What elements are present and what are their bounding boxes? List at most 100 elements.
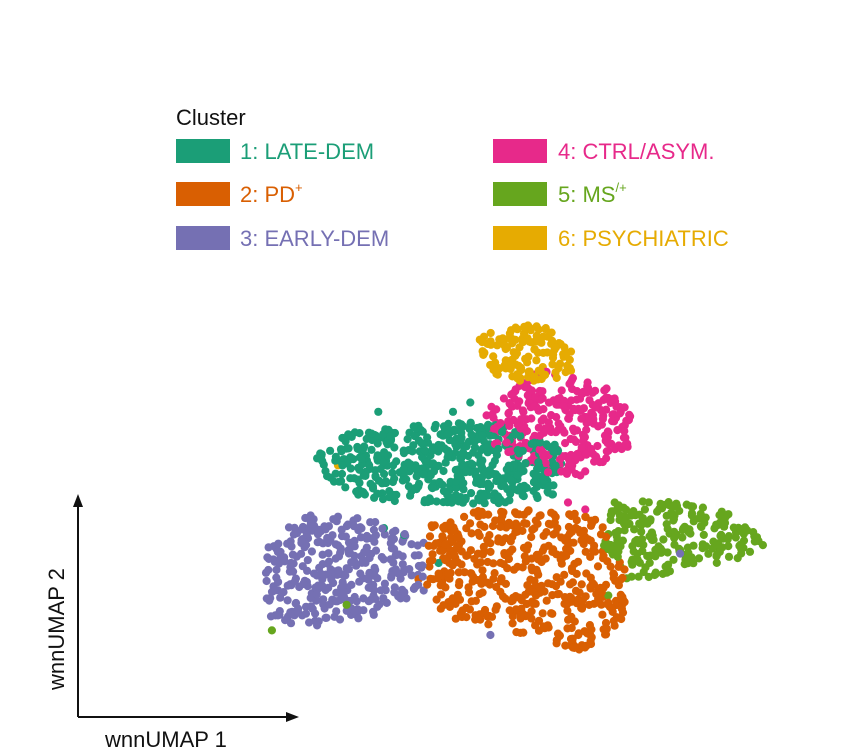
scatter-point-cluster-3 xyxy=(389,535,398,544)
scatter-point-cluster-4 xyxy=(527,414,536,423)
scatter-point-cluster-1 xyxy=(519,492,528,501)
scatter-point-cluster-3 xyxy=(333,541,343,550)
scatter-point-cluster-1 xyxy=(490,456,499,465)
scatter-point-cluster-1 xyxy=(316,449,325,458)
scatter-point-cluster-6 xyxy=(498,334,507,343)
scatter-point-cluster-5 xyxy=(680,522,689,531)
scatter-point-cluster-2 xyxy=(489,559,498,568)
scatter-point-cluster-1 xyxy=(428,443,437,452)
scatter-point-cluster-4 xyxy=(576,471,585,480)
scatter-point-cluster-3 xyxy=(289,530,298,539)
scatter-point-cluster-2 xyxy=(527,532,536,542)
scatter-point-cluster-3 xyxy=(276,593,285,602)
scatter-point-cluster-1 xyxy=(505,496,514,505)
scatter-point-cluster-2 xyxy=(556,577,565,586)
scatter-point-cluster-2 xyxy=(509,565,519,574)
scatter-point-cluster-3 xyxy=(334,552,344,561)
scatter-point-cluster-2 xyxy=(529,599,538,609)
scatter-point-cluster-2 xyxy=(589,546,598,555)
scatter-point-cluster-2 xyxy=(469,572,478,581)
scatter-point-cluster-5 xyxy=(682,500,691,509)
scatter-point-cluster-3 xyxy=(273,611,283,620)
scatter-point-cluster-5 xyxy=(758,541,768,550)
scatter-point-cluster-5 xyxy=(651,552,660,561)
scatter-point-cluster-5 xyxy=(608,507,618,516)
scatter-point-cluster-4 xyxy=(582,425,591,434)
scatter-point-cluster-3 xyxy=(400,588,409,597)
scatter-point-cluster-5 xyxy=(627,572,636,581)
scatter-point-cluster-2 xyxy=(553,590,562,599)
scatter-point-cluster-2 xyxy=(427,521,436,530)
scatter-point-cluster-2 xyxy=(494,534,503,543)
scatter-point-cluster-1 xyxy=(384,425,393,434)
scatter-point-cluster-4 xyxy=(591,386,600,395)
scatter-point-cluster-1 xyxy=(439,466,448,476)
scatter-point-cluster-1 xyxy=(367,429,376,438)
scatter-point-cluster-6 xyxy=(492,367,501,376)
scatter-point-cluster-1 xyxy=(409,422,418,431)
scatter-point-cluster-2 xyxy=(445,602,454,612)
scatter-point-cluster-2 xyxy=(546,520,555,529)
scatter-point-cluster-1 xyxy=(374,476,383,485)
scatter-point-cluster-2 xyxy=(496,522,505,532)
scatter-point-cluster-1 xyxy=(434,443,443,452)
scatter-point-cluster-6 xyxy=(486,337,495,346)
scatter-point-cluster-4 xyxy=(582,388,591,397)
scatter-point-cluster-2 xyxy=(555,632,564,641)
scatter-point-cluster-4 xyxy=(505,399,514,408)
scatter-point-cluster-3 xyxy=(359,556,368,565)
scatter-point-cluster-3 xyxy=(290,577,299,586)
scatter-point-cluster-5 xyxy=(610,498,619,507)
scatter-point-cluster-2 xyxy=(497,574,506,583)
scatter-point-cluster-5 xyxy=(640,505,650,514)
scatter-point-cluster-6 xyxy=(562,349,571,359)
scatter-point-cluster-1 xyxy=(443,429,452,439)
scatter-point-cluster-5 xyxy=(621,505,631,514)
scatter-point-cluster-5 xyxy=(716,531,725,541)
scatter-point-cluster-2 xyxy=(523,507,532,516)
scatter-point-cluster-5 xyxy=(745,547,755,556)
scatter-point-cluster-1 xyxy=(411,464,420,473)
scatter-point-cluster-1 xyxy=(337,469,347,479)
scatter-point-cluster-2 xyxy=(485,531,494,540)
scatter-point-cluster-4 xyxy=(557,467,566,476)
scatter-point-cluster-2 xyxy=(616,575,626,584)
scatter-point-cluster-2 xyxy=(567,623,576,633)
scatter-point-cluster-4 xyxy=(620,427,629,436)
scatter-point-cluster-5 xyxy=(699,530,708,540)
scatter-point-cluster-4 xyxy=(594,422,603,431)
scatter-point-cluster-1 xyxy=(461,495,470,504)
scatter-point-cluster-3 xyxy=(370,537,379,546)
scatter-point-cluster-2 xyxy=(426,574,435,583)
scatter-point-cluster-5 xyxy=(718,543,727,552)
scatter-point-cluster-4 xyxy=(602,405,611,414)
scatter-point-cluster-2 xyxy=(586,536,595,545)
scatter-point-cluster-1 xyxy=(494,492,503,501)
scatter-point-cluster-3 xyxy=(391,526,400,536)
scatter-point-cluster-5 xyxy=(669,555,678,564)
scatter-point-cluster-2 xyxy=(609,574,618,583)
scatter-point-cluster-1 xyxy=(370,493,379,502)
scatter-point-cluster-1 xyxy=(483,423,492,432)
scatter-point-cluster-1 xyxy=(423,433,432,442)
scatter-point-cluster-3 xyxy=(306,519,315,528)
scatter-point-cluster-1 xyxy=(338,433,347,443)
scatter-point-cluster-5 xyxy=(613,552,622,561)
scatter-point-cluster-6 xyxy=(491,358,500,367)
scatter-point-cluster-2 xyxy=(469,508,478,517)
scatter-point-cluster-6 xyxy=(551,343,560,352)
scatter-point-cluster-5 xyxy=(638,497,647,506)
scatter-point-cluster-1 xyxy=(467,489,476,498)
scatter-point-cluster-1 xyxy=(417,439,426,448)
scatter-point-cluster-4 xyxy=(566,434,575,444)
scatter-point-cluster-2 xyxy=(492,602,501,611)
scatter-point-cluster-1 xyxy=(529,478,539,487)
scatter-point-cluster-6 xyxy=(525,337,534,346)
scatter-point-cluster-5 xyxy=(749,528,758,537)
scatter-point-cluster-6 xyxy=(506,364,515,373)
scatter-point-cluster-6 xyxy=(532,356,541,365)
scatter-point-cluster-2 xyxy=(528,525,537,534)
legend-swatch-4 xyxy=(493,139,547,163)
scatter-point-cluster-1 xyxy=(429,467,439,476)
scatter-point-cluster-3 xyxy=(369,610,378,619)
